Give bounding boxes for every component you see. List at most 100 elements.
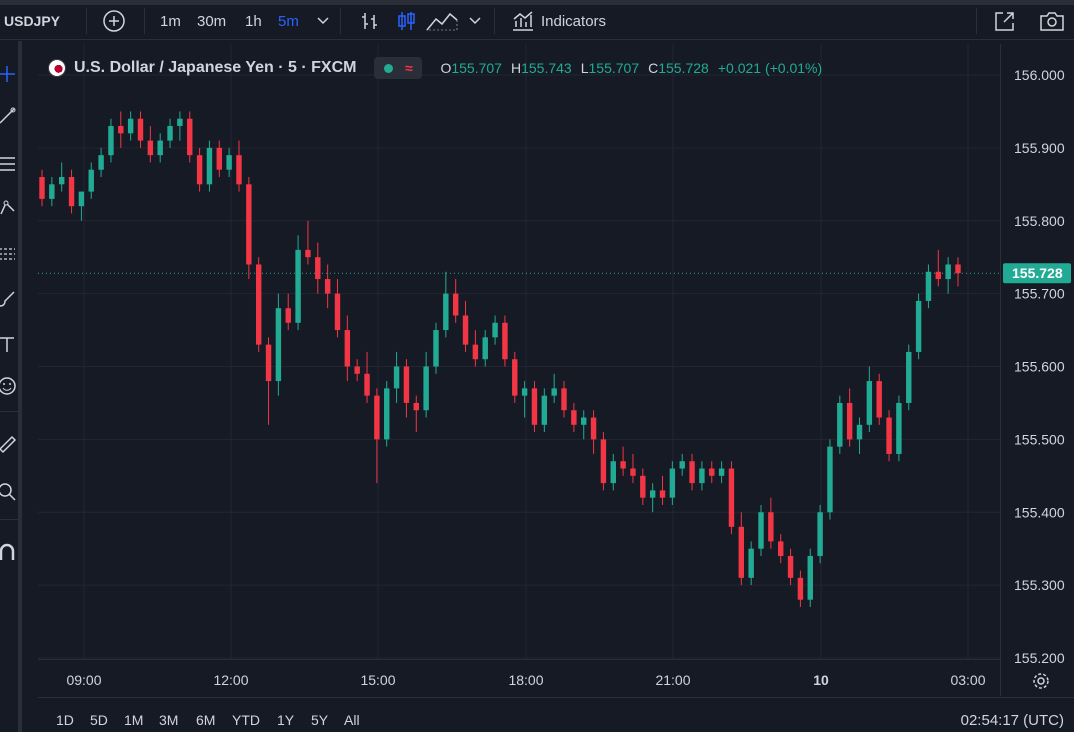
range-5y-button[interactable]: 5Y: [311, 712, 329, 728]
fib-tool[interactable]: [0, 151, 18, 177]
candle-body: [502, 322, 508, 360]
chart-type-dropdown[interactable]: [466, 8, 484, 34]
candle-body: [571, 410, 577, 425]
interval-30m-button[interactable]: 30m: [197, 12, 227, 30]
candle-body: [590, 417, 597, 440]
candle-body: [246, 184, 252, 265]
market-status[interactable]: ≈: [374, 57, 423, 79]
candle-body: [374, 395, 380, 440]
price-tick-label: 155.400: [1014, 504, 1065, 520]
interval-5m-button[interactable]: 5m: [278, 12, 299, 30]
candle-body: [364, 373, 370, 396]
interval-dropdown[interactable]: [314, 8, 332, 34]
time-tick-label: 15:00: [360, 672, 395, 688]
candle-body: [443, 293, 449, 331]
external-link-icon: [995, 12, 1014, 31]
candle-body: [423, 366, 429, 411]
magnet-tool[interactable]: [0, 539, 18, 565]
emoji-tool[interactable]: [0, 373, 18, 399]
interval-1m-button[interactable]: 1m: [160, 12, 181, 30]
candle-body: [925, 271, 932, 301]
high-value: 155.743: [521, 60, 572, 76]
time-axis[interactable]: 09:00 12:00 15:00 18:00 21:00 10 03:00: [38, 659, 1000, 696]
market-open-dot-icon: [384, 63, 394, 73]
utc-clock[interactable]: 02:54:17 (UTC): [960, 712, 1064, 729]
candle-body: [334, 293, 341, 331]
price-tick-label: 156.000: [1014, 67, 1065, 83]
forecast-tool[interactable]: [0, 241, 18, 267]
candle-body: [541, 395, 548, 425]
candle-body: [689, 461, 695, 484]
close-label: C: [648, 60, 659, 76]
text-tool[interactable]: [0, 331, 18, 357]
candle-body: [39, 177, 45, 199]
bar-chart-type-button[interactable]: [358, 8, 382, 34]
area-chart-type-button[interactable]: [426, 8, 458, 34]
candle-body: [620, 461, 626, 469]
candle-body: [551, 388, 557, 396]
indicators-button[interactable]: Indicators: [541, 12, 607, 30]
candles-chart-type-button[interactable]: [394, 8, 418, 34]
fullscreen-button[interactable]: [992, 8, 1018, 34]
symbol-title[interactable]: U.S. Dollar / Japanese Yen · 5 · FXCM: [74, 59, 357, 76]
crosshair-tool[interactable]: [0, 61, 18, 87]
candle-body: [955, 264, 961, 274]
candle-body: [876, 381, 882, 418]
price-chart: [38, 44, 1000, 659]
low-value: 155.707: [588, 60, 640, 76]
candle-body: [344, 330, 351, 367]
last-price-tag: [1003, 263, 1071, 284]
candle-body: [837, 402, 843, 447]
candle-body: [452, 293, 459, 316]
candle-body: [709, 468, 715, 476]
candle-body: [817, 512, 823, 556]
price-tick-label: 155.700: [1014, 286, 1065, 302]
candle-body: [49, 184, 55, 199]
range-ytd-button[interactable]: YTD: [232, 712, 260, 728]
price-axis[interactable]: 156.000 155.900 155.800 155.700 155.600 155.5…: [1000, 44, 1074, 696]
candle-body: [630, 468, 636, 476]
brush-tool[interactable]: [0, 286, 18, 312]
time-tick-label: 18:00: [508, 672, 543, 688]
gear-icon: [1033, 673, 1049, 689]
close-value: 155.728: [658, 60, 709, 76]
compare-symbol-button[interactable]: [101, 8, 127, 34]
range-1d-button[interactable]: 1D: [56, 712, 74, 728]
candle-body: [512, 359, 518, 396]
chart-pane[interactable]: [38, 44, 1074, 696]
candle-body: [659, 490, 666, 498]
area-chart-icon: [426, 12, 458, 31]
candle-body: [78, 191, 85, 207]
candle-body: [118, 126, 124, 134]
candle-body: [748, 548, 754, 578]
ohlc-values: O155.707 H155.743 L155.707 C155.728 +0.0…: [440, 60, 822, 76]
screenshot-button[interactable]: [1038, 8, 1066, 34]
candle-body: [324, 279, 331, 294]
range-1m-button[interactable]: 1M: [124, 712, 144, 728]
candle-body: [472, 344, 479, 360]
trend-line-tool[interactable]: [0, 103, 18, 129]
pattern-tool[interactable]: [0, 195, 18, 221]
candle-body: [255, 264, 262, 345]
range-6m-button[interactable]: 6M: [196, 712, 216, 728]
range-3m-button[interactable]: 3M: [159, 712, 179, 728]
range-5d-button[interactable]: 5D: [90, 712, 108, 728]
range-all-button[interactable]: All: [344, 712, 360, 728]
candle-body: [640, 475, 646, 498]
measure-tool[interactable]: [0, 431, 18, 457]
candle-body: [58, 177, 65, 185]
candle-body: [935, 271, 942, 280]
zoom-tool[interactable]: [0, 479, 18, 505]
toolbar-separator: [494, 8, 495, 34]
candle-body: [669, 468, 676, 498]
candle-body: [265, 344, 272, 382]
sidebar-separator: [0, 519, 18, 520]
price-axis-labels: 156.000 155.900 155.800 155.700 155.600 155.5…: [1003, 67, 1071, 666]
trend-line-icon: [0, 107, 16, 124]
range-1y-button[interactable]: 1Y: [277, 712, 295, 728]
interval-1h-button[interactable]: 1h: [245, 12, 262, 30]
symbol-search[interactable]: USDJPY: [4, 13, 61, 29]
candle-body: [177, 118, 183, 127]
candle-body: [98, 155, 104, 170]
chart-settings-button[interactable]: [1030, 670, 1052, 692]
